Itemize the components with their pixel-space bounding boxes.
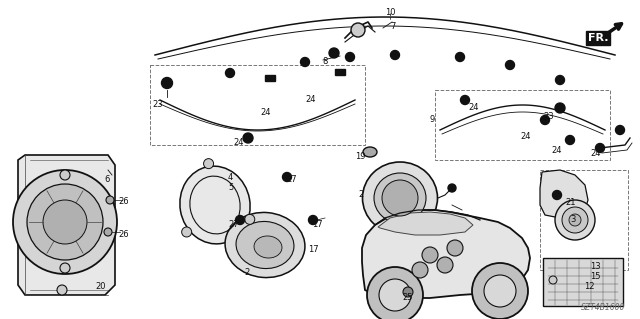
Text: 23: 23 (152, 100, 163, 109)
Circle shape (569, 214, 581, 226)
Polygon shape (362, 210, 530, 298)
Text: 24: 24 (305, 95, 316, 104)
Circle shape (104, 228, 112, 236)
Text: 6: 6 (104, 175, 109, 184)
Circle shape (472, 263, 528, 319)
Ellipse shape (363, 147, 377, 157)
Ellipse shape (236, 221, 294, 269)
Circle shape (106, 196, 114, 204)
Circle shape (204, 159, 214, 169)
Text: 26: 26 (118, 230, 129, 239)
Text: 25: 25 (402, 293, 413, 302)
Circle shape (555, 103, 565, 113)
Circle shape (506, 61, 515, 70)
Circle shape (43, 200, 87, 244)
Text: 12: 12 (584, 282, 595, 291)
Circle shape (448, 184, 456, 192)
Text: SZT4B1600: SZT4B1600 (580, 303, 625, 312)
Text: 2: 2 (358, 190, 364, 199)
Ellipse shape (254, 236, 282, 258)
Text: 15: 15 (590, 272, 600, 281)
Circle shape (225, 69, 234, 78)
Circle shape (403, 287, 413, 297)
Polygon shape (378, 212, 473, 235)
Circle shape (566, 136, 575, 145)
Circle shape (182, 227, 191, 237)
Circle shape (616, 125, 625, 135)
Circle shape (556, 76, 564, 85)
Circle shape (243, 133, 253, 143)
Circle shape (461, 95, 470, 105)
Circle shape (379, 279, 411, 311)
Text: 10: 10 (385, 8, 396, 17)
Text: 24: 24 (551, 146, 561, 155)
Circle shape (456, 53, 465, 62)
Circle shape (57, 285, 67, 295)
Circle shape (244, 214, 255, 224)
Text: 3: 3 (570, 215, 575, 224)
Text: 27: 27 (228, 220, 239, 229)
Circle shape (390, 50, 399, 60)
Circle shape (552, 190, 561, 199)
Text: 2: 2 (244, 268, 249, 277)
Circle shape (60, 263, 70, 273)
Polygon shape (18, 155, 115, 295)
Circle shape (27, 184, 103, 260)
FancyBboxPatch shape (543, 258, 623, 306)
Text: 4: 4 (228, 173, 233, 182)
Text: 24: 24 (260, 108, 271, 117)
Text: 21: 21 (565, 198, 575, 207)
Text: 24: 24 (520, 132, 531, 141)
Circle shape (447, 240, 463, 256)
Circle shape (282, 173, 291, 182)
Text: 5: 5 (228, 183, 233, 192)
Circle shape (549, 276, 557, 284)
Circle shape (161, 78, 173, 88)
Text: 20: 20 (95, 282, 106, 291)
Circle shape (382, 180, 418, 216)
Text: 24: 24 (468, 103, 479, 112)
Circle shape (346, 53, 355, 62)
Text: 17: 17 (308, 245, 319, 254)
Ellipse shape (374, 173, 426, 223)
Text: 24: 24 (233, 138, 243, 147)
Circle shape (60, 170, 70, 180)
Circle shape (555, 200, 595, 240)
Text: 26: 26 (118, 197, 129, 206)
Circle shape (351, 23, 365, 37)
Circle shape (437, 257, 453, 273)
Text: 27: 27 (286, 175, 296, 184)
Circle shape (329, 48, 339, 58)
Circle shape (595, 144, 605, 152)
Text: 7: 7 (390, 22, 396, 31)
Circle shape (484, 275, 516, 307)
Bar (265, 75, 275, 81)
Text: 13: 13 (590, 262, 600, 271)
Text: 17: 17 (312, 220, 323, 229)
Circle shape (367, 267, 423, 319)
Circle shape (308, 216, 317, 225)
Ellipse shape (180, 166, 250, 244)
Polygon shape (540, 170, 588, 218)
Circle shape (562, 207, 588, 233)
Text: 19: 19 (355, 152, 365, 161)
Text: 23: 23 (543, 112, 554, 121)
Text: 24: 24 (590, 149, 600, 158)
Circle shape (301, 57, 310, 66)
Circle shape (236, 216, 244, 225)
Circle shape (422, 247, 438, 263)
Circle shape (13, 170, 117, 274)
Ellipse shape (362, 162, 438, 234)
Circle shape (412, 262, 428, 278)
Circle shape (541, 115, 550, 124)
Text: 9: 9 (430, 115, 435, 124)
Ellipse shape (225, 212, 305, 278)
Bar (335, 69, 345, 75)
Text: 8: 8 (322, 57, 328, 66)
Text: FR.: FR. (588, 33, 608, 43)
